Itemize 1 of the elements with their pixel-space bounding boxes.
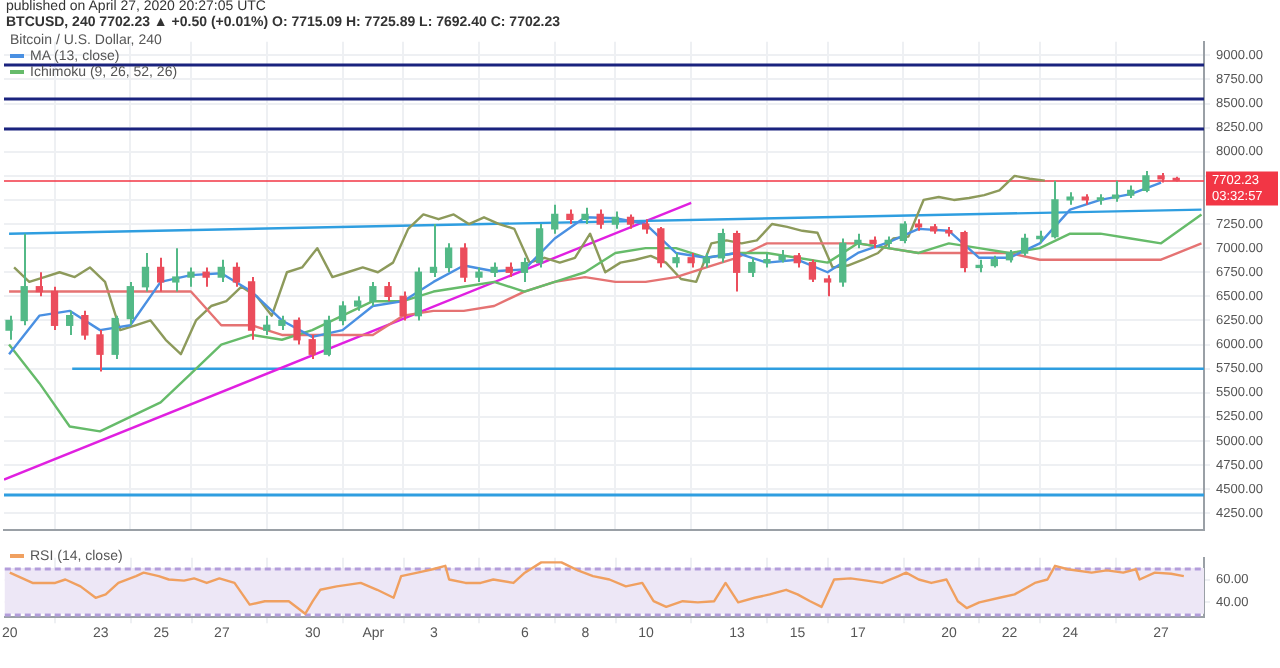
candlestick [1066, 191, 1074, 206]
